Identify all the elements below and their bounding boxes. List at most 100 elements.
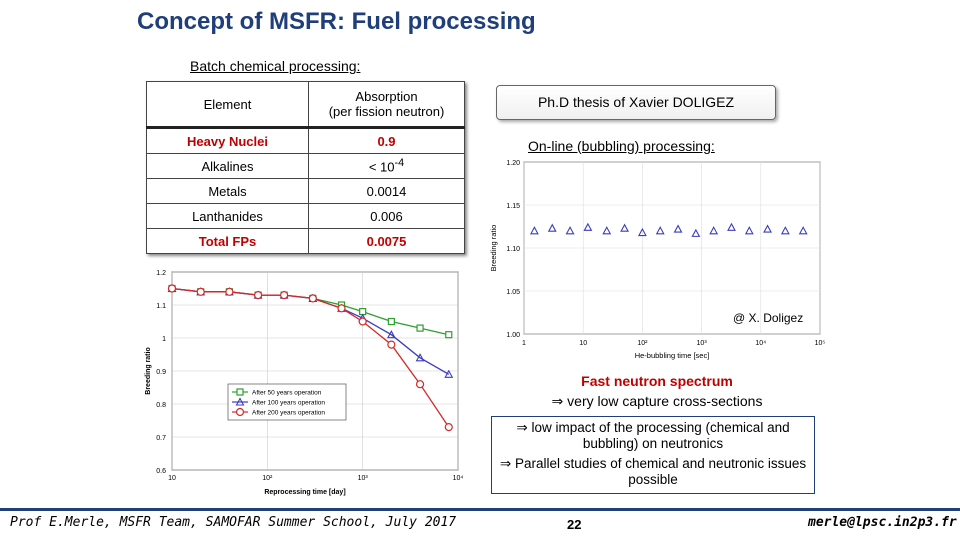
data-point: [167, 284, 177, 293]
data-point: [416, 324, 424, 332]
table-row: Heavy Nuclei 0.9: [146, 127, 465, 154]
data-point: [565, 226, 575, 235]
x-tick-label: 10³: [697, 340, 708, 347]
page-number: 22: [567, 517, 582, 532]
data-point: [744, 226, 754, 235]
absorption-value: < 10: [368, 159, 395, 175]
row-element: Lanthanides: [146, 203, 309, 229]
row-absorption: 0.0075: [308, 228, 465, 254]
table-row: Total FPs 0.0075: [146, 228, 465, 254]
y-tick-label: 0.8: [156, 402, 166, 409]
fast-spectrum-title: Fast neutron spectrum: [581, 373, 733, 389]
y-tick-label: 0.9: [156, 369, 166, 376]
data-point: [308, 294, 317, 303]
conclusion-line-1: ⇒ low impact of the processing (chemical…: [516, 420, 790, 451]
y-tick-label: 1.00: [506, 332, 520, 339]
legend-marker: [235, 407, 245, 417]
data-point: [337, 304, 346, 313]
table-row: Metals 0.0014: [146, 178, 465, 204]
data-point: [444, 369, 454, 378]
data-point: [602, 226, 612, 235]
header-absorption-line2: (per fission neutron): [328, 104, 445, 119]
data-point: [358, 317, 367, 326]
y-axis-label: Breeding ratio: [489, 225, 498, 272]
fast-spectrum-consequence: ⇒ very low capture cross-sections: [551, 393, 763, 409]
legend-entry: After 100 years operation: [252, 400, 325, 407]
x-axis-label: Reprocessing time [day]: [264, 489, 345, 496]
row-element: Metals: [146, 178, 309, 204]
x-tick-label: 10³: [358, 475, 369, 482]
data-point: [415, 380, 425, 389]
y-tick-label: 1.05: [506, 289, 520, 296]
data-point: [798, 226, 808, 235]
legend-entry: After 50 years operation: [252, 390, 322, 397]
data-point: [386, 330, 396, 339]
y-axis-label: Breeding ratio: [145, 347, 152, 394]
data-point: [387, 340, 396, 349]
data-point: [387, 317, 395, 326]
y-tick-label: 0.6: [156, 468, 166, 475]
figure-credit: @ X. Doligez: [733, 311, 804, 325]
data-point: [415, 353, 425, 362]
legend-marker: [236, 388, 244, 396]
header-absorption-line1: Absorption: [355, 89, 418, 104]
x-tick-label: 10²: [262, 475, 273, 482]
data-point: [655, 226, 665, 235]
row-element: Alkalines: [146, 153, 309, 179]
x-tick-label: 10: [168, 475, 176, 482]
data-point: [547, 223, 557, 232]
x-tick-label: 10⁵: [815, 340, 826, 347]
y-tick-label: 1: [162, 336, 166, 343]
batch-processing-label: Batch chemical processing:: [190, 58, 361, 74]
row-absorption: 0.9: [308, 127, 465, 154]
data-point: [225, 287, 234, 296]
x-tick-label: 10⁴: [755, 340, 766, 347]
data-point: [444, 423, 453, 432]
footer-author: Prof E.Merle, MSFR Team, SAMOFAR Summer …: [10, 515, 457, 530]
x-tick-label: 10²: [637, 340, 648, 347]
footer-email: merle@lpsc.in2p3.fr: [808, 515, 957, 530]
data-point: [196, 287, 205, 296]
data-point: [727, 222, 736, 231]
y-tick-label: 1.2: [156, 270, 166, 277]
header-absorption: Absorption (per fission neutron): [308, 81, 465, 128]
y-tick-label: 0.7: [156, 435, 166, 442]
y-tick-label: 1.15: [506, 203, 520, 210]
fast-spectrum-note: Fast neutron spectrum ⇒ very low capture…: [490, 371, 824, 411]
data-point: [445, 331, 453, 339]
data-point: [673, 224, 683, 233]
thesis-reference-box: Ph.D thesis of Xavier DOLIGEZ: [496, 85, 776, 120]
data-point: [709, 226, 719, 235]
legend-marker: [235, 397, 245, 406]
data-point: [530, 226, 539, 235]
table-row: Alkalines < 10-4: [146, 153, 465, 179]
page-title: Concept of MSFR: Fuel processing: [137, 8, 536, 35]
legend-entry: After 200 years operation: [252, 410, 325, 417]
data-point: [780, 226, 790, 235]
breeding-ratio-reprocessing-chart: 1.2 1.1 1 0.9 0.8 0.7 0.610 10² 10³ 10⁴ Reprocessi…: [145, 270, 463, 496]
row-absorption: 0.006: [308, 203, 465, 229]
x-tick-label: 10: [579, 340, 587, 347]
y-tick-label: 1.1: [156, 303, 166, 310]
absorption-exponent: -4: [394, 157, 405, 170]
row-absorption: 0.0014: [308, 178, 465, 204]
x-tick-label: 1: [522, 340, 526, 347]
x-axis-label: He-bubbling time [sec]: [635, 351, 710, 360]
table-header-row: Element Absorption (per fission neutron): [146, 81, 465, 128]
header-element: Element: [146, 81, 309, 128]
row-element: Heavy Nuclei: [146, 127, 309, 154]
conclusion-line-2: ⇒ Parallel studies of chemical and neutr…: [499, 456, 807, 487]
breeding-ratio-bubbling-chart: 1.20 1.15 1.10 1.05 1.001 10 10² 10³ 10⁴ 10⁵ He-bu…: [489, 160, 826, 360]
row-element: Total FPs: [146, 228, 309, 254]
data-point: [637, 227, 647, 237]
data-point: [583, 222, 593, 231]
y-tick-label: 1.20: [506, 160, 520, 167]
data-point: [691, 228, 701, 237]
data-point: [763, 224, 772, 233]
table-row: Lanthanides 0.006: [146, 203, 465, 229]
data-point: [280, 290, 289, 300]
data-point: [620, 223, 629, 232]
data-point: [253, 290, 263, 300]
conclusion-box: ⇒ low impact of the processing (chemical…: [491, 416, 815, 494]
footer-divider: [0, 508, 960, 511]
